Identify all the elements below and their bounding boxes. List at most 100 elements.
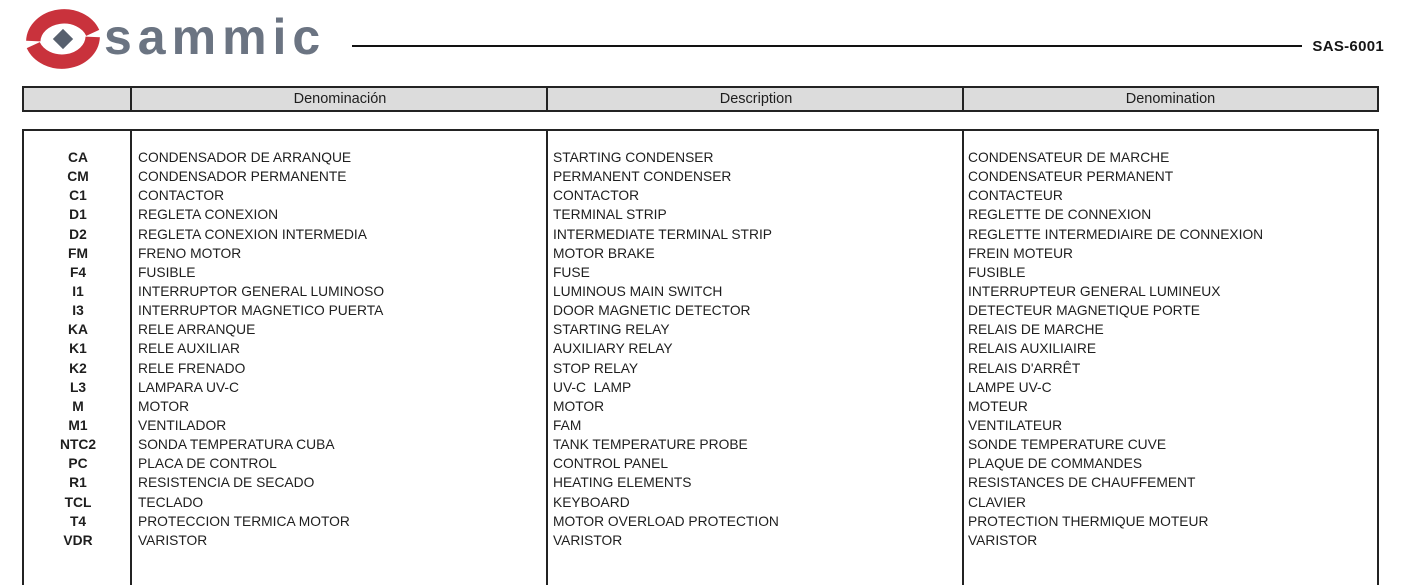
cell-component-code: VDR xyxy=(63,532,93,548)
cell-component-code: F4 xyxy=(69,264,87,280)
header-divider xyxy=(962,88,964,110)
cell-denomination-fr: RELAIS D'ARRÊT xyxy=(968,360,1081,376)
components-table: CA CONDENSADOR DE ARRANQUE STARTING COND… xyxy=(22,129,1379,585)
cell-description-en: CONTROL PANEL xyxy=(553,456,668,472)
table-row: D2 REGLETA CONEXION INTERMEDIA INTERMEDI… xyxy=(24,225,1377,244)
cell-denomination-fr: CONDENSATEUR DE MARCHE xyxy=(968,150,1170,166)
cell-component-code: I1 xyxy=(72,284,84,300)
sammic-logo-icon xyxy=(22,7,104,71)
cell-denomination-fr: PLAQUE DE COMMANDES xyxy=(968,456,1143,472)
cell-denomination-fr: SONDE TEMPERATURE CUVE xyxy=(968,437,1167,453)
table-row: F4 FUSIBLE FUSE FUSIBLE xyxy=(24,263,1377,282)
cell-denomination-fr: VARISTOR xyxy=(968,532,1038,548)
cell-description-en: STARTING CONDENSER xyxy=(553,150,714,166)
cell-denomination-fr: REGLETTE INTERMEDIAIRE DE CONNEXION xyxy=(968,226,1264,242)
cell-component-code: K2 xyxy=(69,360,87,376)
cell-description-en: KEYBOARD xyxy=(553,494,630,510)
cell-component-code: C1 xyxy=(69,188,87,204)
cell-denominacion-es: FRENO MOTOR xyxy=(138,245,242,261)
cell-denomination-fr: REGLETTE DE CONNEXION xyxy=(968,207,1152,223)
cell-component-code: CM xyxy=(67,169,89,185)
cell-denominacion-es: INTERRUPTOR GENERAL LUMINOSO xyxy=(138,284,385,300)
cell-description-en: TERMINAL STRIP xyxy=(553,207,667,223)
cell-denomination-fr: FUSIBLE xyxy=(968,264,1026,280)
cell-component-code: NTC2 xyxy=(59,437,97,453)
header-divider xyxy=(546,88,548,110)
cell-description-en: FAM xyxy=(553,418,582,434)
cell-description-en: VARISTOR xyxy=(553,532,623,548)
table-row: FM FRENO MOTOR MOTOR BRAKE FREIN MOTEUR xyxy=(24,244,1377,263)
cell-denomination-fr: MOTEUR xyxy=(968,398,1028,414)
table-row: M1 VENTILADOR FAM VENTILATEUR xyxy=(24,416,1377,435)
cell-denominacion-es: LAMPARA UV-C xyxy=(138,379,239,395)
cell-denomination-fr: DETECTEUR MAGNETIQUE PORTE xyxy=(968,303,1201,319)
table-row: K1 RELE AUXILIAR AUXILIARY RELAY RELAIS … xyxy=(24,339,1377,358)
cell-component-code: D2 xyxy=(69,226,87,242)
cell-denominacion-es: SONDA TEMPERATURA CUBA xyxy=(138,437,335,453)
cell-denominacion-es: RELE FRENADO xyxy=(138,360,246,376)
cell-denomination-fr: RESISTANCES DE CHAUFFEMENT xyxy=(968,475,1196,491)
cell-denominacion-es: INTERRUPTOR MAGNETICO PUERTA xyxy=(138,303,384,319)
cell-denominacion-es: MOTOR xyxy=(138,398,190,414)
document-code: SAS-6001 xyxy=(1312,38,1384,55)
cell-denomination-fr: LAMPE UV-C xyxy=(968,379,1052,395)
column-divider xyxy=(130,131,132,585)
cell-component-code: I3 xyxy=(72,303,84,319)
header-divider xyxy=(130,88,132,110)
cell-component-code: M1 xyxy=(68,418,88,434)
cell-component-code: D1 xyxy=(69,207,87,223)
cell-denomination-fr: FREIN MOTEUR xyxy=(968,245,1074,261)
table-row: TCL TECLADO KEYBOARD CLAVIER xyxy=(24,493,1377,512)
cell-description-en: MOTOR BRAKE xyxy=(553,245,655,261)
cell-description-en: LUMINOUS MAIN SWITCH xyxy=(553,284,723,300)
cell-description-en: MOTOR xyxy=(553,398,605,414)
cell-description-en: STOP RELAY xyxy=(553,360,639,376)
table-row: R1 RESISTENCIA DE SECADO HEATING ELEMENT… xyxy=(24,473,1377,492)
column-divider xyxy=(546,131,548,585)
cell-denominacion-es: VARISTOR xyxy=(138,532,208,548)
cell-component-code: T4 xyxy=(69,513,87,529)
cell-denominacion-es: CONDENSADOR PERMANENTE xyxy=(138,169,347,185)
cell-description-en: INTERMEDIATE TERMINAL STRIP xyxy=(553,226,772,242)
table-header-row: Denominación Description Denomination xyxy=(22,86,1379,112)
cell-component-code: KA xyxy=(68,322,88,338)
column-header-code xyxy=(24,88,132,110)
table-row: K2 RELE FRENADO STOP RELAY RELAIS D'ARRÊ… xyxy=(24,359,1377,378)
cell-denomination-fr: CONTACTEUR xyxy=(968,188,1063,204)
cell-description-en: STARTING RELAY xyxy=(553,322,670,338)
cell-denominacion-es: REGLETA CONEXION xyxy=(138,207,279,223)
cell-component-code: FM xyxy=(68,245,88,261)
cell-component-code: CA xyxy=(68,150,88,166)
header-rule xyxy=(352,45,1302,47)
table-row: NTC2 SONDA TEMPERATURA CUBA TANK TEMPERA… xyxy=(24,435,1377,454)
cell-denominacion-es: REGLETA CONEXION INTERMEDIA xyxy=(138,226,367,242)
cell-denominacion-es: RESISTENCIA DE SECADO xyxy=(138,475,315,491)
table-row: CA CONDENSADOR DE ARRANQUE STARTING COND… xyxy=(24,148,1377,167)
cell-denominacion-es: RELE AUXILIAR xyxy=(138,341,240,357)
cell-description-en: MOTOR OVERLOAD PROTECTION xyxy=(553,513,779,529)
table-row: T4 PROTECCION TERMICA MOTOR MOTOR OVERLO… xyxy=(24,512,1377,531)
table-row: PC PLACA DE CONTROL CONTROL PANEL PLAQUE… xyxy=(24,454,1377,473)
cell-denominacion-es: FUSIBLE xyxy=(138,264,196,280)
cell-description-en: DOOR MAGNETIC DETECTOR xyxy=(553,303,751,319)
cell-component-code: M xyxy=(72,398,84,414)
cell-denominacion-es: PROTECCION TERMICA MOTOR xyxy=(138,513,350,529)
cell-denomination-fr: CLAVIER xyxy=(968,494,1027,510)
cell-component-code: TCL xyxy=(64,494,92,510)
cell-denomination-fr: CONDENSATEUR PERMANENT xyxy=(968,169,1174,185)
cell-description-en: TANK TEMPERATURE PROBE xyxy=(553,437,748,453)
brand-wordmark: sammic xyxy=(104,9,327,65)
cell-denominacion-es: CONDENSADOR DE ARRANQUE xyxy=(138,150,352,166)
cell-description-en: UV-C LAMP xyxy=(553,379,632,395)
cell-component-code: L3 xyxy=(69,379,87,395)
table-row: VDR VARISTOR VARISTOR VARISTOR xyxy=(24,531,1377,550)
cell-description-en: PERMANENT CONDENSER xyxy=(553,169,732,185)
cell-denomination-fr: PROTECTION THERMIQUE MOTEUR xyxy=(968,513,1209,529)
cell-denomination-fr: VENTILATEUR xyxy=(968,418,1063,434)
cell-denominacion-es: RELE ARRANQUE xyxy=(138,322,256,338)
cell-denomination-fr: RELAIS DE MARCHE xyxy=(968,322,1104,338)
cell-denomination-fr: RELAIS AUXILIAIRE xyxy=(968,341,1097,357)
cell-component-code: R1 xyxy=(69,475,87,491)
table-row: KA RELE ARRANQUE STARTING RELAY RELAIS D… xyxy=(24,320,1377,339)
